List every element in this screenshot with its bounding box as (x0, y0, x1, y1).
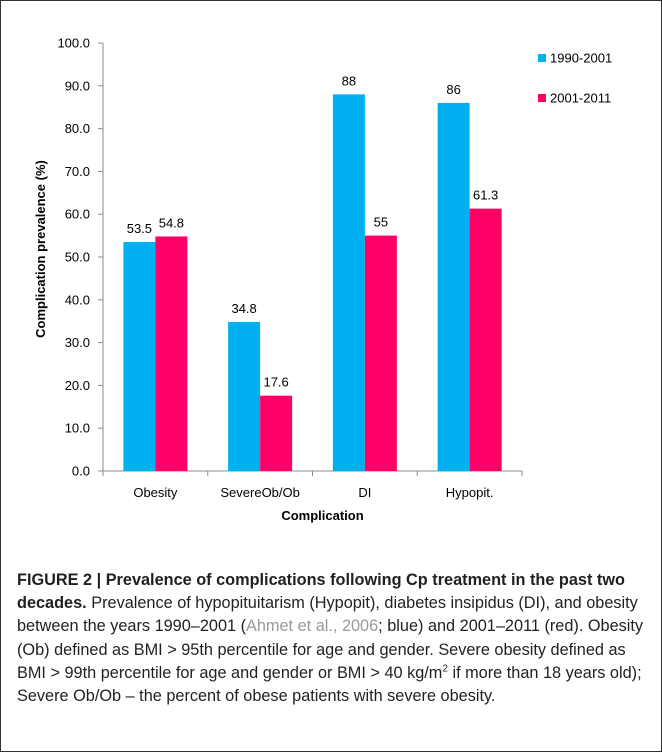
legend-swatch-1 (538, 54, 546, 62)
bar-series-2 (364, 235, 397, 471)
x-tick-label: SevereOb/Ob (220, 485, 300, 500)
y-tick-label: 0.0 (72, 464, 90, 479)
legend-label-1: 1990-2001 (550, 51, 612, 66)
caption-reference-link[interactable]: Ahmet et al., 2006 (246, 617, 379, 636)
x-tick-label: Hypopit. (446, 485, 494, 500)
y-tick-label: 90.0 (65, 78, 90, 93)
data-label: 86 (446, 82, 460, 97)
figure-caption: FIGURE 2 | Prevalence of complications f… (17, 569, 647, 708)
legend-swatch-2 (538, 94, 546, 102)
y-tick-label: 70.0 (65, 164, 90, 179)
data-label: 53.5 (127, 221, 152, 236)
y-axis-title: Complication prevalence (%) (33, 160, 48, 338)
y-tick-label: 30.0 (65, 335, 90, 350)
data-label: 88 (342, 73, 356, 88)
y-tick-label: 80.0 (65, 121, 90, 136)
x-axis-title: Complication (281, 508, 363, 523)
legend-label-2: 2001-2011 (550, 91, 611, 106)
y-tick-label: 10.0 (65, 421, 90, 436)
bar-series-2 (469, 208, 502, 472)
bar-series-1 (228, 322, 261, 471)
bar-series-2 (155, 236, 188, 471)
x-tick-label: Obesity (133, 485, 178, 500)
bar-series-2 (260, 395, 293, 471)
data-label: 54.8 (159, 215, 184, 230)
y-tick-label: 60.0 (65, 207, 90, 222)
y-tick-label: 20.0 (65, 378, 90, 393)
y-tick-label: 40.0 (65, 292, 90, 307)
data-label: 17.6 (263, 375, 288, 390)
x-tick-label: DI (358, 485, 371, 500)
caption-superscript: 2 (442, 663, 448, 675)
bar-chart: 0.0 10.0 20.0 30.0 40.0 50.0 60.0 70.0 80.0 90.0 1… (33, 36, 612, 524)
caption-text-2: ; blue) and 2001–2011 (red). Obesity (Ob… (17, 617, 644, 682)
caption-text-1: Prevalence of hypopituitarism (Hypopit),… (17, 594, 638, 636)
bar-series-1 (332, 94, 365, 472)
caption-title: FIGURE 2 | Prevalence of complications f… (17, 571, 625, 613)
caption-text-3: if more than 18 years old); Severe Ob/Ob… (17, 663, 642, 706)
bar-series-1 (123, 242, 156, 471)
data-label: 34.8 (231, 301, 256, 316)
y-tick-label: 50.0 (65, 250, 90, 265)
data-label: 55 (374, 215, 388, 230)
data-label: 61.3 (473, 188, 498, 203)
y-tick-label: 100.0 (57, 36, 90, 51)
bar-series-1 (437, 102, 470, 472)
